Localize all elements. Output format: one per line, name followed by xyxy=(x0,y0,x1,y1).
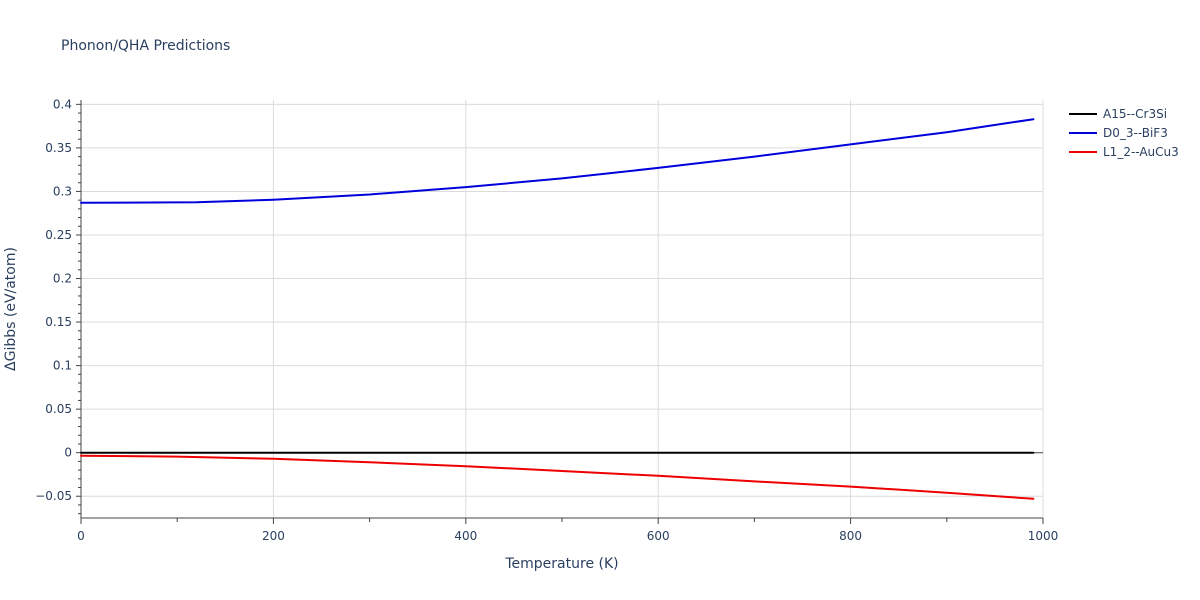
chart-title: Phonon/QHA Predictions xyxy=(61,38,230,54)
x-axis-title: Temperature (K) xyxy=(504,556,618,572)
legend-label: L1_2--AuCu3 xyxy=(1103,145,1179,159)
y-tick-label: 0.1 xyxy=(53,359,72,373)
x-tick-label: 600 xyxy=(647,529,670,543)
y-tick-label: 0.05 xyxy=(45,402,72,416)
legend-item[interactable]: A15--Cr3Si xyxy=(1069,107,1167,121)
x-tick-label: 0 xyxy=(77,529,85,543)
legend-label: A15--Cr3Si xyxy=(1103,107,1167,121)
legend-item[interactable]: D0_3--BiF3 xyxy=(1069,126,1168,140)
x-tick-label: 400 xyxy=(454,529,477,543)
y-tick-label: 0.35 xyxy=(45,141,72,155)
series-line-d0-3-bif3 xyxy=(80,118,1035,204)
y-tick-label: 0.2 xyxy=(53,272,72,286)
y-tick-label: 0.15 xyxy=(45,315,72,329)
y-tick-label: 0 xyxy=(64,446,72,460)
x-tick-label: 800 xyxy=(839,529,862,543)
legend-label: D0_3--BiF3 xyxy=(1103,126,1168,140)
series-line-l1-2-aucu3 xyxy=(80,454,1035,500)
legend-item[interactable]: L1_2--AuCu3 xyxy=(1069,145,1179,159)
series-lines xyxy=(80,118,1035,500)
y-ticks: −0.05 0 0.05 0.1 0.15 0.2 0.25 0.3 0.35 0.4 xyxy=(35,97,81,503)
y-tick-label: −0.05 xyxy=(35,489,72,503)
grid xyxy=(81,100,1044,518)
y-tick-label: 0.3 xyxy=(53,184,72,198)
y-tick-label: 0.25 xyxy=(45,228,72,242)
y-tick-label: 0.4 xyxy=(53,97,72,111)
x-tick-label: 1000 xyxy=(1028,529,1059,543)
x-tick-label: 200 xyxy=(262,529,285,543)
axes xyxy=(80,100,1043,519)
legend: A15--Cr3Si D0_3--BiF3 L1_2--AuCu3 xyxy=(1069,107,1179,159)
x-ticks: 0 200 400 600 800 1000 xyxy=(77,518,1058,543)
y-axis-title: ΔGibbs (eV/atom) xyxy=(3,247,19,371)
